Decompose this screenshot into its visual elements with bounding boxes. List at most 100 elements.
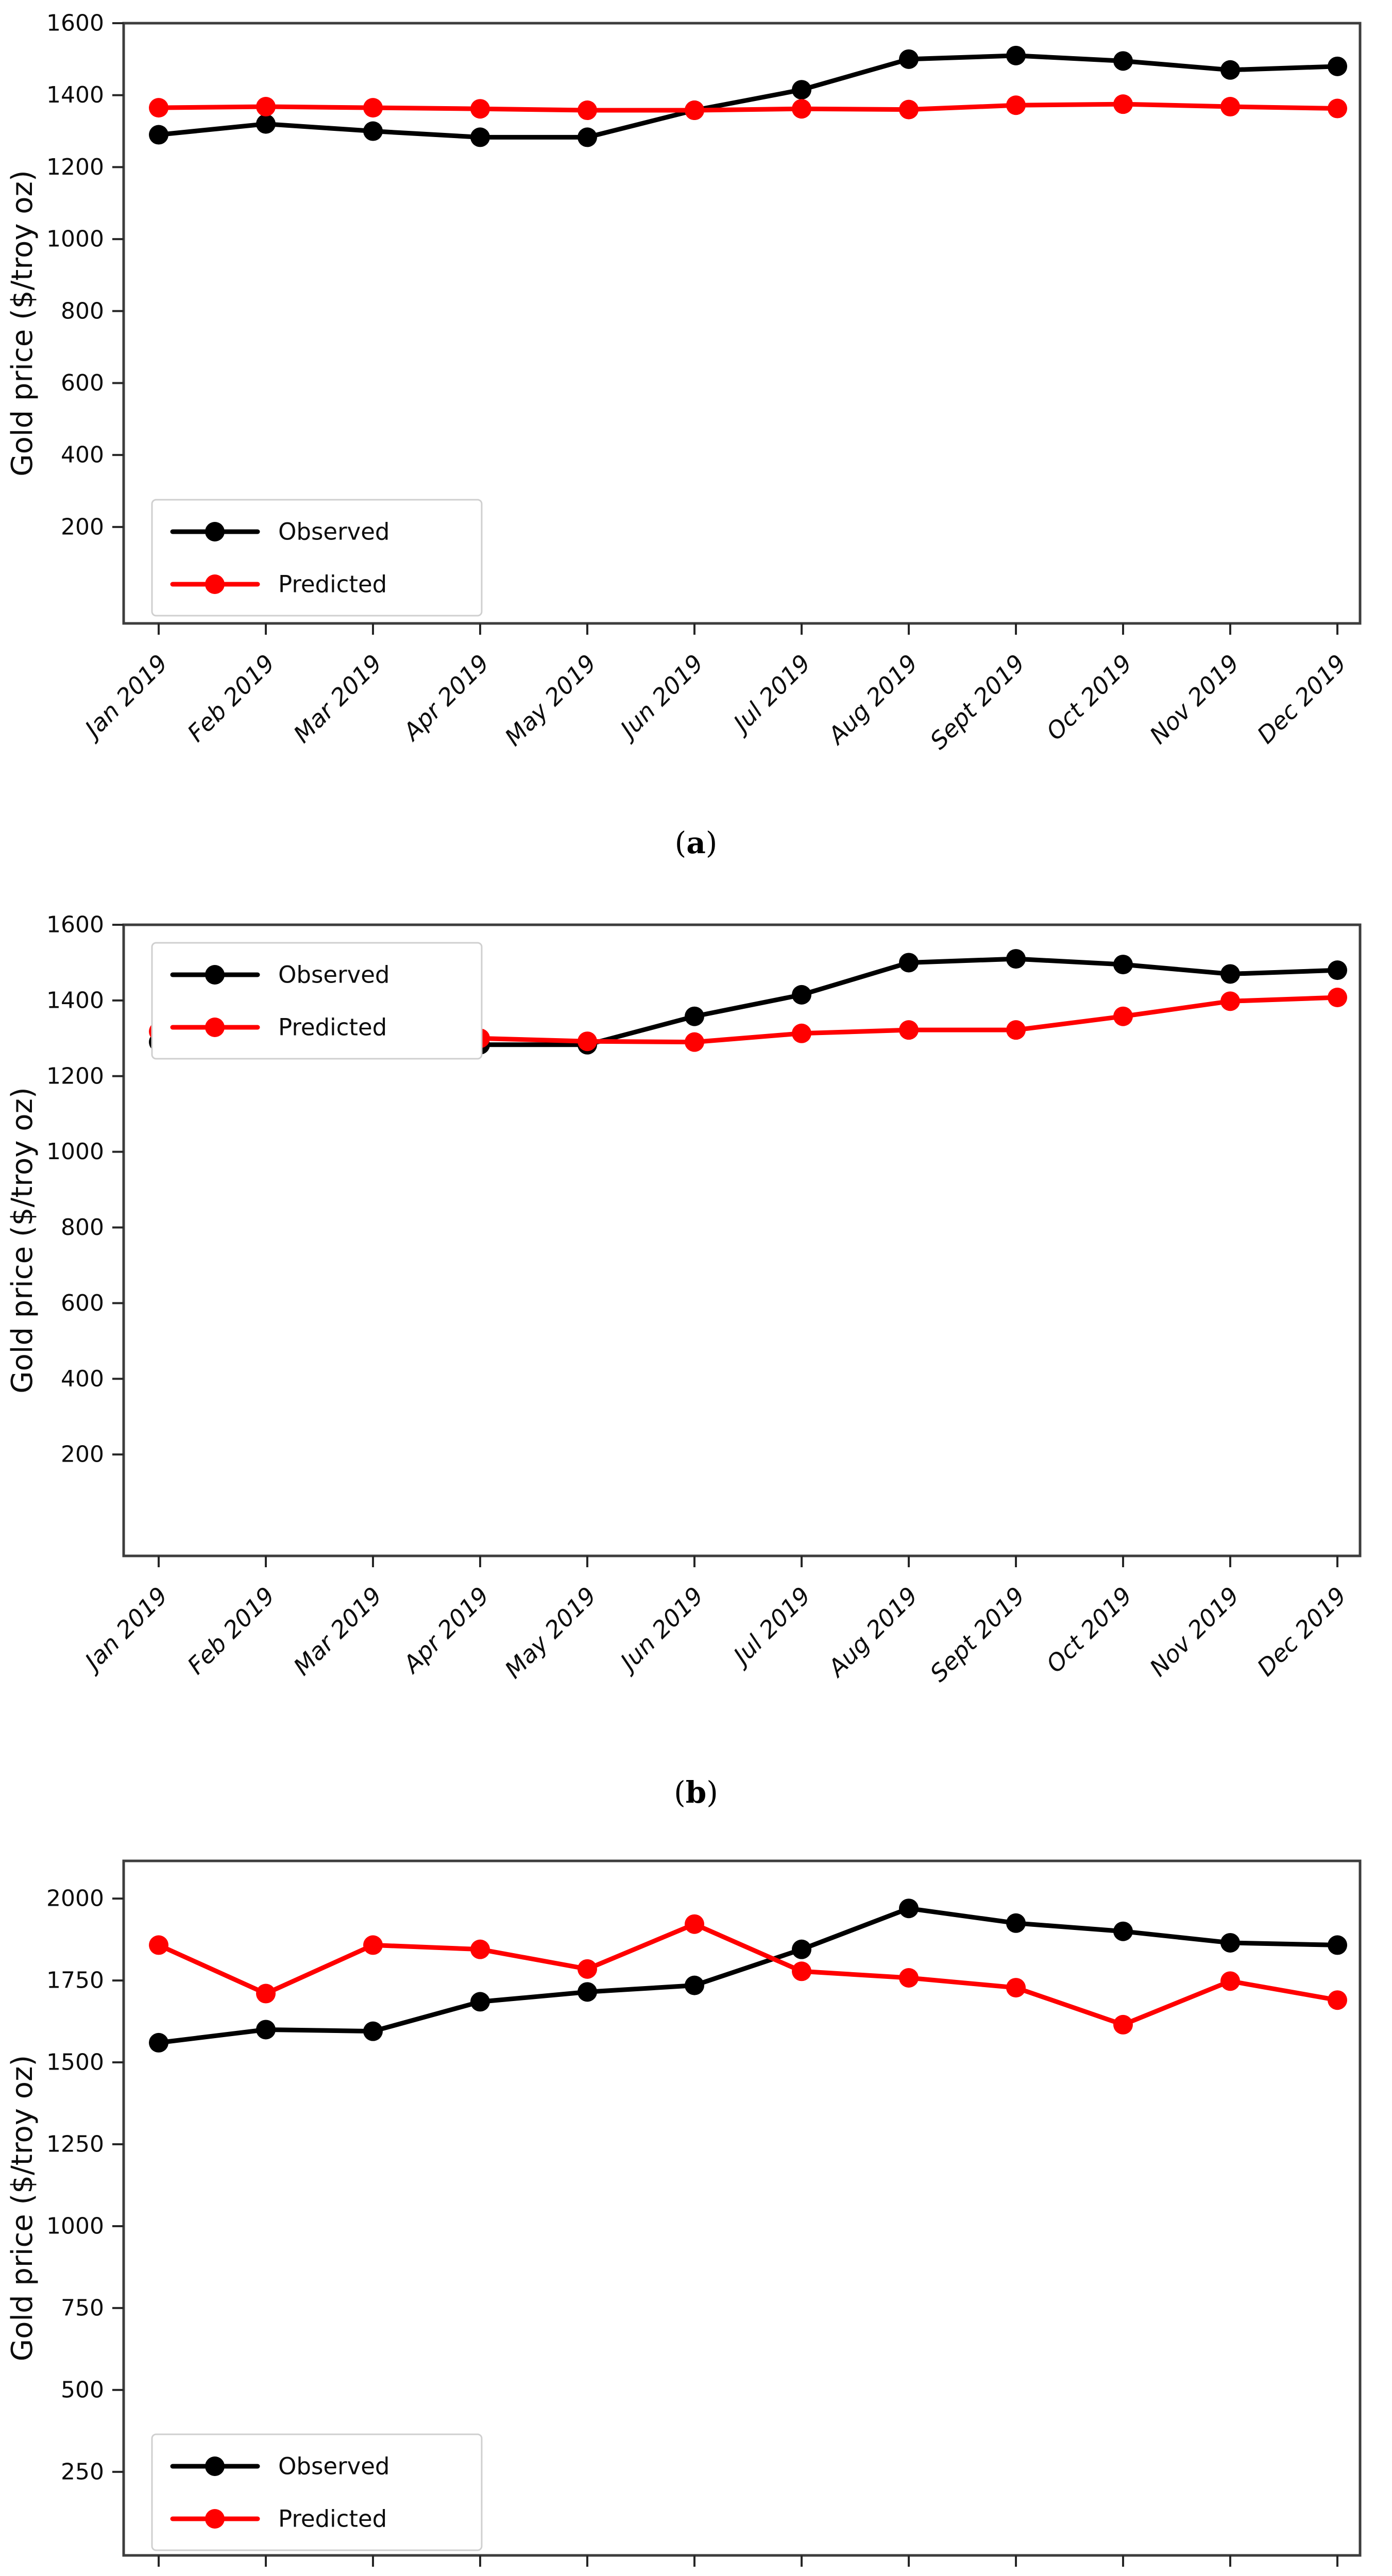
caption-b-letter: b — [685, 1775, 707, 1810]
series-observed-marker — [792, 1939, 811, 1959]
series-predicted-marker — [792, 1961, 811, 1981]
series-observed-marker — [1113, 1921, 1133, 1941]
chart-a-y-axis: 200 400 600 800 1000 1200 1400 1600 — [46, 10, 124, 540]
series-observed-marker — [256, 114, 276, 134]
chart-c: 250 500 750 1000 1250 1500 1750 2000 Jan 2020Feb… — [6, 1859, 1362, 2567]
y-tick-label: 600 — [61, 370, 104, 396]
chart-b-y-axis: 200 400 600 800 1000 1200 1400 1600 — [46, 912, 124, 1468]
series-observed-marker — [1220, 1933, 1240, 1953]
series-predicted-marker — [578, 1031, 597, 1052]
legend-box — [151, 499, 483, 617]
x-tick-label: Aug 2019 — [822, 1582, 923, 1683]
series-observed-marker — [1328, 1935, 1347, 1955]
legend-predicted-marker — [205, 2509, 225, 2529]
series-predicted-marker — [149, 1935, 168, 1955]
y-tick-label: 500 — [61, 2377, 104, 2403]
legend-observed-label: Observed — [278, 2453, 390, 2480]
x-tick-label: Mar 2019 — [288, 649, 387, 749]
series-observed-marker — [899, 49, 919, 69]
series-predicted-marker — [792, 99, 811, 119]
x-tick-label: Oct 2019 — [1041, 1582, 1138, 1679]
x-tick-label: Jun 2019 — [612, 1582, 709, 1679]
series-observed-marker — [1006, 45, 1026, 65]
chart-b-x-axis: Jan 2019 Feb 2019 Mar 2019 Apr 2019 May 2019… — [77, 1556, 1352, 1687]
y-axis-label: Gold price ($/troy oz) — [6, 1087, 39, 1394]
series-observed-marker — [149, 125, 168, 145]
series-observed-marker — [470, 127, 490, 147]
series-observed-line — [156, 1906, 1340, 2045]
series-observed-marker — [1006, 949, 1026, 969]
series-predicted-marker — [1220, 1971, 1240, 1991]
series-predicted-marker — [1113, 94, 1133, 114]
x-tick-label: Apr 2019 — [397, 649, 495, 747]
series-predicted-marker — [685, 1032, 704, 1052]
series-predicted-marker — [1006, 1978, 1026, 1998]
legend-predicted-marker — [205, 574, 225, 594]
series-predicted-marker — [1113, 1006, 1133, 1026]
y-tick-label: 1500 — [46, 2049, 104, 2076]
series-observed-marker — [578, 1982, 597, 2002]
series-observed-marker — [685, 1006, 704, 1026]
legend-box — [151, 942, 483, 1060]
x-tick-label: Jan 2019 — [77, 649, 173, 745]
y-axis-label: Gold price ($/troy oz) — [6, 2055, 39, 2362]
figure-c: 250 500 750 1000 1250 1500 1750 2000 Jan 2020Feb… — [0, 1819, 1392, 2576]
series-predicted-marker — [899, 1020, 919, 1040]
legend-observed-label: Observed — [278, 518, 390, 546]
series-predicted-line — [156, 1922, 1340, 2027]
series-observed-marker — [792, 80, 811, 100]
legend-predicted-label: Predicted — [278, 2505, 387, 2533]
series-predicted-marker — [899, 99, 919, 120]
chart-a-legend: Observed Predicted — [151, 499, 483, 617]
y-tick-label: 1000 — [46, 226, 104, 252]
y-tick-label: 2000 — [46, 1886, 104, 1912]
series-predicted — [149, 94, 1347, 121]
x-tick-label: Feb 2019 — [182, 649, 280, 748]
y-tick-label: 1750 — [46, 1968, 104, 1994]
series-predicted-line — [156, 101, 1340, 113]
chart-c-x-axis: Jan 2020Feb 2020Mar 2020Apr 2020May 2020… — [158, 2555, 1338, 2567]
series-predicted-marker — [363, 98, 383, 118]
x-tick-label: Jan 2019 — [77, 1582, 173, 1678]
series-predicted-marker — [685, 1914, 704, 1934]
series-observed-marker — [899, 953, 919, 973]
legend-observed-label: Observed — [278, 961, 390, 989]
series-observed-marker — [149, 2032, 168, 2053]
chart-a: 200 400 600 800 1000 1200 1400 1600 Jan 2019 Feb … — [6, 10, 1362, 755]
y-tick-label: 1400 — [46, 82, 104, 108]
y-tick-label: 600 — [61, 1290, 104, 1316]
series-observed — [149, 1899, 1347, 2053]
series-observed-marker — [1006, 1913, 1026, 1933]
x-tick-label: Jul 2019 — [725, 649, 816, 740]
chart-b-legend: Observed Predicted — [151, 942, 483, 1060]
caption-a-paren-open: ( — [674, 825, 687, 860]
y-tick-label: 200 — [61, 514, 104, 540]
chart-b: 200 400 600 800 1000 1200 1400 1600 Jan 2019 Feb … — [6, 912, 1362, 1687]
y-tick-label: 750 — [61, 2295, 104, 2321]
y-tick-label: 1600 — [46, 10, 104, 37]
caption-b-paren-close: ) — [706, 1775, 718, 1810]
series-observed-marker — [685, 1975, 704, 1995]
series-predicted-marker — [1220, 991, 1240, 1011]
series-observed-marker — [1328, 960, 1347, 980]
y-tick-label: 1400 — [46, 987, 104, 1013]
x-tick-label: May 2019 — [499, 1582, 602, 1684]
x-tick-label: Feb 2019 — [182, 1582, 280, 1680]
x-tick-label: Sept 2019 — [924, 1582, 1030, 1687]
legend-predicted-marker — [205, 1018, 225, 1037]
y-tick-label: 1200 — [46, 1063, 104, 1089]
series-predicted-marker — [578, 1959, 597, 1979]
x-tick-label: Nov 2019 — [1144, 649, 1245, 750]
x-tick-label: Oct 2019 — [1041, 649, 1138, 746]
series-observed-marker — [470, 1992, 490, 2012]
series-predicted-marker — [256, 97, 276, 117]
series-observed-line — [156, 53, 1340, 140]
x-tick-label: Dec 2019 — [1252, 1582, 1352, 1682]
figure-a: 200 400 600 800 1000 1200 1400 1600 Jan 2019 Feb … — [0, 0, 1392, 876]
x-tick-label: Nov 2019 — [1144, 1582, 1245, 1682]
chart-a-x-axis: Jan 2019 Feb 2019 Mar 2019 Apr 2019 May 2019… — [77, 623, 1352, 755]
x-tick-label: Mar 2019 — [288, 1582, 387, 1681]
x-tick-label: Sept 2019 — [924, 649, 1030, 755]
series-predicted-marker — [1328, 98, 1347, 118]
